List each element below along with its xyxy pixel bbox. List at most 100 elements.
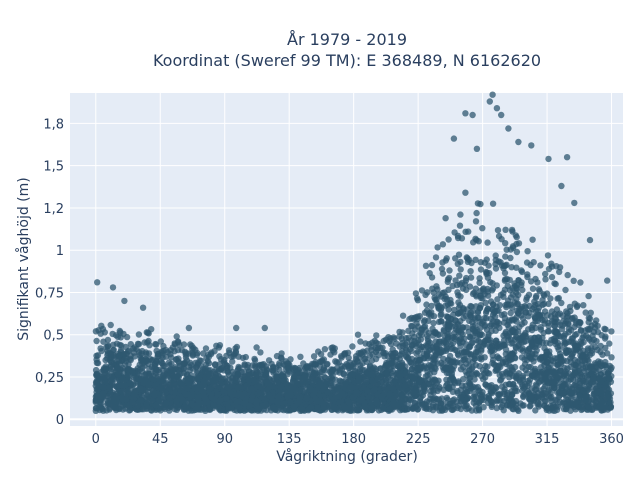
data-point [226, 405, 232, 411]
data-point [473, 385, 479, 391]
data-point [346, 373, 352, 379]
data-point [357, 338, 363, 344]
data-point [585, 345, 591, 351]
data-point [494, 296, 500, 302]
data-point [506, 363, 512, 369]
data-point [379, 394, 385, 400]
data-point [173, 356, 179, 362]
data-point [510, 381, 516, 387]
data-point [308, 387, 314, 393]
data-point [433, 342, 439, 348]
data-point [534, 374, 540, 380]
data-point [115, 351, 121, 357]
data-point [256, 383, 262, 389]
data-point [608, 354, 614, 360]
data-point [551, 280, 557, 286]
data-point [514, 375, 520, 381]
data-point [493, 319, 499, 325]
data-point [140, 406, 146, 412]
data-point [257, 349, 263, 355]
data-point [334, 384, 340, 390]
data-point [491, 361, 497, 367]
data-point [440, 270, 446, 276]
data-point [537, 262, 543, 268]
data-point [349, 384, 355, 390]
data-point [374, 347, 380, 353]
data-point [586, 319, 592, 325]
data-point [315, 348, 321, 354]
data-point [271, 406, 277, 412]
data-point [213, 343, 219, 349]
data-point [234, 344, 240, 350]
data-point [608, 328, 614, 334]
data-point [97, 402, 103, 408]
data-point [600, 404, 606, 410]
data-point [442, 215, 448, 221]
data-point [496, 325, 502, 331]
data-point [413, 290, 419, 296]
data-point [537, 356, 543, 362]
data-point [268, 361, 274, 367]
data-point [486, 395, 492, 401]
data-point [428, 303, 434, 309]
data-point [478, 373, 484, 379]
data-point [134, 402, 140, 408]
data-point [150, 388, 156, 394]
data-point [141, 380, 147, 386]
data-point [291, 372, 297, 378]
data-point [478, 259, 484, 265]
data-point [469, 308, 475, 314]
data-point [509, 329, 515, 335]
data-point [446, 306, 452, 312]
data-point [411, 334, 417, 340]
data-point [392, 350, 398, 356]
data-point [445, 236, 451, 242]
data-point [605, 370, 611, 376]
data-point [436, 396, 442, 402]
data-point [386, 338, 392, 344]
data-point [330, 403, 336, 409]
data-point [400, 343, 406, 349]
data-point [564, 349, 570, 355]
data-point [524, 259, 530, 265]
data-point [414, 365, 420, 371]
data-point [544, 405, 550, 411]
data-point [373, 398, 379, 404]
data-point [145, 330, 151, 336]
data-point [470, 239, 476, 245]
data-point [421, 401, 427, 407]
data-point [541, 385, 547, 391]
data-point [388, 364, 394, 370]
data-point [518, 308, 524, 314]
data-point [516, 337, 522, 343]
data-point [487, 337, 493, 343]
data-point [495, 397, 501, 403]
data-point [444, 255, 450, 261]
data-point [201, 394, 207, 400]
data-point [373, 340, 379, 346]
data-point [484, 384, 490, 390]
data-point [279, 372, 285, 378]
data-point [167, 395, 173, 401]
data-point [108, 351, 114, 357]
data-point [554, 330, 560, 336]
data-point [145, 389, 151, 395]
data-point [498, 404, 504, 410]
data-point [593, 362, 599, 368]
data-point [443, 345, 449, 351]
data-point [571, 278, 577, 284]
data-point [502, 342, 508, 348]
data-point [157, 378, 163, 384]
data-point [219, 365, 225, 371]
data-point [423, 263, 429, 269]
data-point [427, 363, 433, 369]
data-point [171, 348, 177, 354]
data-point [537, 288, 543, 294]
data-point [410, 389, 416, 395]
data-point [549, 308, 555, 314]
data-point [584, 393, 590, 399]
data-point [419, 332, 425, 338]
data-point [432, 356, 438, 362]
data-point [427, 340, 433, 346]
data-point [455, 261, 461, 267]
